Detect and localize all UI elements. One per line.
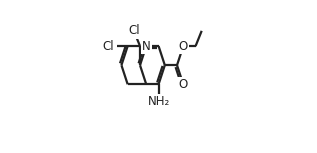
Text: N: N — [142, 40, 151, 53]
Text: O: O — [178, 40, 188, 53]
Text: NH₂: NH₂ — [147, 95, 170, 108]
Text: Cl: Cl — [128, 24, 139, 37]
Text: O: O — [178, 78, 188, 91]
Text: Cl: Cl — [102, 40, 114, 53]
